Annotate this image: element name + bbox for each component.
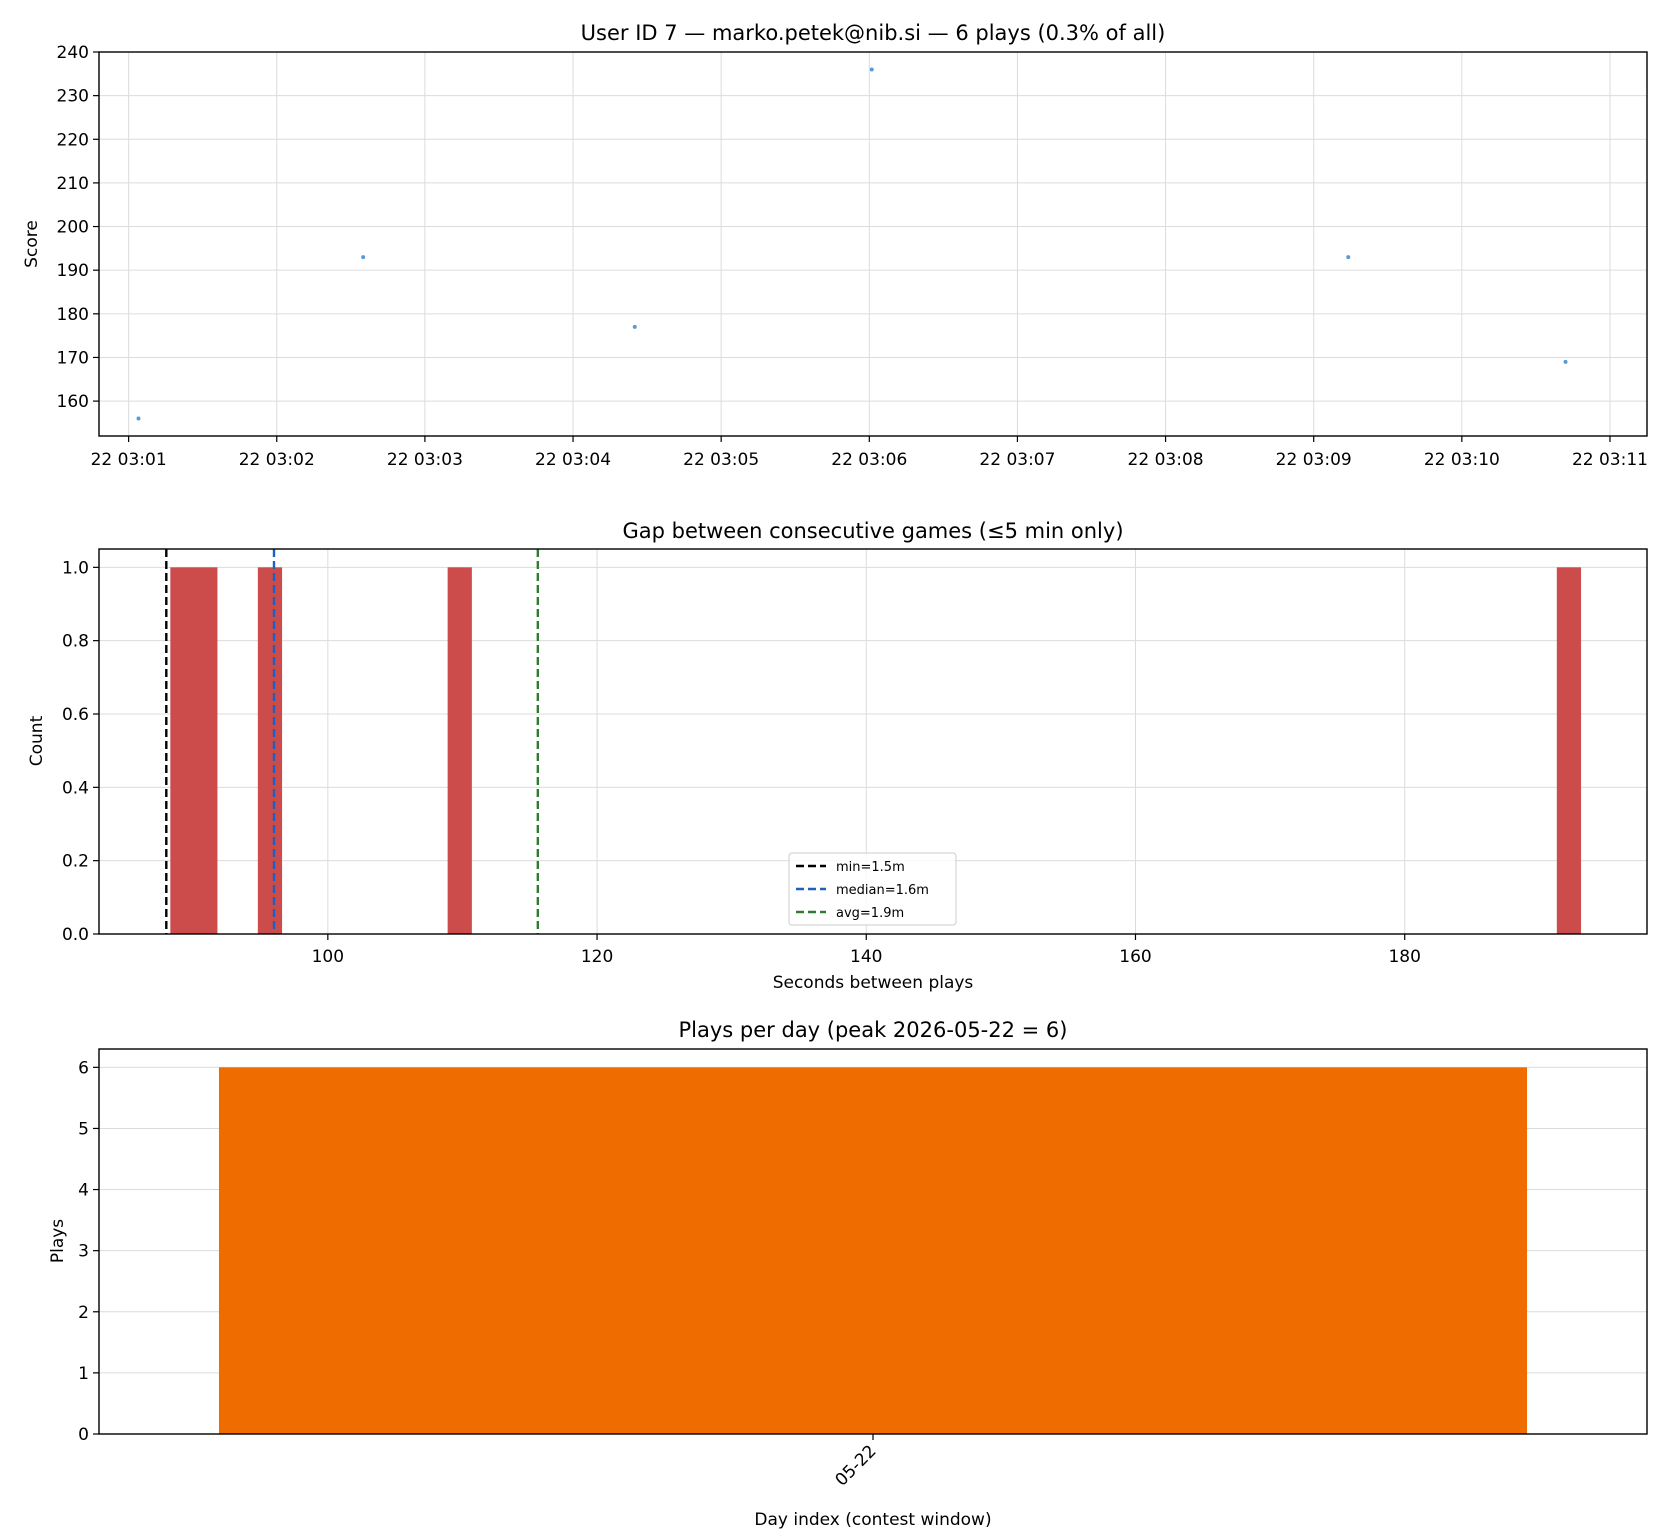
plays-y-tick-label: 3 [78,1242,89,1262]
legend-min-label: min=1.5m [836,860,905,875]
gap-x-tick-label: 140 [850,947,882,967]
plays-bar [218,1067,1528,1434]
gap-bars [170,567,1582,934]
gap-x-tick-label: 160 [1119,947,1151,967]
gap-reference-lines [165,549,540,934]
gap-histogram-bar [170,567,218,934]
gap-chart-title: Gap between consecutive games (≤5 min on… [622,519,1123,543]
gap-y-tick-label: 0.2 [62,852,89,872]
gap-y-tick-label: 1.0 [62,558,89,578]
score-point [136,416,141,421]
score-ticks: 22 03:01 22 03:02 22 03:03 22 03:04 22 03:05… [57,43,1648,470]
gap-legend: min=1.5m median=1.6m avg=1.9m [788,852,957,926]
gap-histogram-bar [257,567,283,934]
gap-y-tick-label: 0.0 [62,925,89,945]
score-y-tick-label: 220 [57,130,89,150]
score-x-tick-label: 22 03:04 [535,450,611,470]
score-plot-frame [98,51,1648,437]
plays-bars [218,1067,1528,1434]
score-point [361,255,366,260]
score-y-axis-label: Score [22,220,42,268]
legend-median-label: median=1.6m [836,883,929,898]
score-y-tick-label: 240 [57,43,89,63]
gap-y-tick-label: 0.4 [62,778,89,798]
legend-avg-label: avg=1.9m [836,906,904,921]
score-scatter-panel: 22 03:01 22 03:02 22 03:03 22 03:04 22 03:05… [22,21,1648,470]
score-x-tick-label: 22 03:05 [683,450,759,470]
score-x-tick-label: 22 03:01 [91,450,167,470]
score-y-tick-label: 200 [57,218,89,238]
plays-per-day-panel: 0 1 2 3 4 5 6 05-22 Plays per day (peak 2026-05… [48,1018,1648,1530]
gap-histogram-bar [1556,567,1582,934]
score-chart-title: User ID 7 — marko.petek@nib.si — 6 plays… [581,21,1166,45]
plays-chart-title: Plays per day (peak 2026-05-22 = 6) [679,1018,1068,1042]
gap-x-tick-label: 120 [581,947,613,967]
score-x-tick-label: 22 03:10 [1424,450,1500,470]
score-x-tick-label: 22 03:06 [831,450,907,470]
plays-y-tick-label: 4 [78,1181,89,1201]
score-y-tick-label: 190 [57,261,89,281]
score-x-tick-label: 22 03:09 [1276,450,1352,470]
plays-y-tick-label: 2 [78,1303,89,1323]
score-point [632,324,637,329]
gap-x-tick-label: 100 [312,947,344,967]
score-grid [99,51,1647,436]
score-x-tick-label: 22 03:03 [387,450,463,470]
plays-y-tick-label: 5 [78,1119,89,1139]
plays-y-tick-label: 1 [78,1364,89,1384]
score-y-tick-label: 230 [57,87,89,107]
score-x-tick-label: 22 03:08 [1128,450,1204,470]
plays-y-tick-label: 6 [78,1058,89,1078]
gap-x-tick-label: 180 [1388,947,1420,967]
score-y-tick-label: 160 [57,392,89,412]
gap-y-tick-label: 0.6 [62,705,89,725]
score-x-tick-label: 22 03:02 [239,450,315,470]
plays-x-tick-label: 05-22 [831,1441,880,1490]
plays-y-axis-label: Plays [48,1219,68,1263]
gap-plot-frame [98,548,1648,935]
plays-x-axis-label: Day index (contest window) [754,1510,991,1530]
score-y-tick-label: 180 [57,305,89,325]
gap-ticks: 100 120 140 160 180 0.0 0.2 0.4 0.6 0.8 1.0 [62,558,1421,967]
legend-box [788,852,957,926]
score-points [136,67,1568,421]
gap-x-axis-label: Seconds between plays [773,973,974,993]
gap-y-tick-label: 0.8 [62,632,89,652]
plays-y-tick-label: 0 [78,1425,89,1445]
score-point [869,67,874,72]
gap-histogram-bar [447,567,472,934]
gap-y-axis-label: Count [27,715,47,766]
score-point [1346,255,1351,260]
score-x-tick-label: 22 03:07 [979,450,1055,470]
score-x-tick-label: 22 03:11 [1572,450,1648,470]
gap-histogram-panel: 100 120 140 160 180 0.0 0.2 0.4 0.6 0.8 1.0 Gap be… [27,519,1648,993]
score-y-tick-label: 210 [57,174,89,194]
score-y-tick-label: 170 [57,348,89,368]
score-point [1563,359,1568,364]
